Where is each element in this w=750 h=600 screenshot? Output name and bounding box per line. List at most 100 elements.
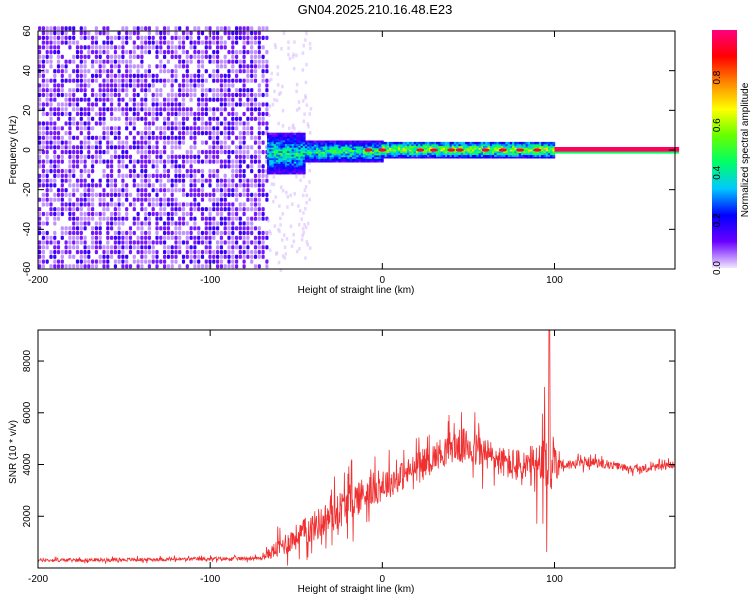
heatmap-cell <box>193 40 197 45</box>
heatmap-cell <box>280 154 284 157</box>
heatmap-cell <box>64 173 68 178</box>
heatmap-cell <box>87 50 91 55</box>
heatmap-cell <box>333 160 337 163</box>
heatmap-cell <box>147 107 151 112</box>
heatmap-cell <box>273 43 277 47</box>
heatmap-cell <box>516 145 520 148</box>
heatmap-cell <box>250 73 254 78</box>
heatmap-cell <box>657 147 666 150</box>
heatmap-cell <box>269 155 272 159</box>
heatmap-cell <box>140 83 144 88</box>
heatmap-cell <box>351 156 355 159</box>
heatmap-cell <box>41 140 45 145</box>
heatmap-cell <box>212 135 216 140</box>
heatmap-cell <box>189 164 193 169</box>
heatmap-cell <box>336 149 339 152</box>
heatmap-cell <box>166 226 170 231</box>
heatmap-cell <box>121 230 125 236</box>
heatmap-cell <box>235 116 239 121</box>
heatmap-cell <box>98 83 102 88</box>
heatmap-cell <box>494 145 497 148</box>
heatmap-cell <box>238 135 242 140</box>
heatmap-cell <box>45 192 49 197</box>
heatmap-cell <box>406 147 410 150</box>
heatmap-cell <box>536 141 540 145</box>
heatmap-cell <box>257 254 261 259</box>
heatmap-cell <box>516 150 520 154</box>
heatmap-cell <box>445 154 448 157</box>
heatmap-cell <box>445 143 448 147</box>
heatmap-cell <box>492 152 495 155</box>
heatmap-cell <box>227 131 231 136</box>
heatmap-cell <box>265 178 269 183</box>
heatmap-cell <box>64 92 68 98</box>
heatmap-cell <box>231 235 235 240</box>
heatmap-cell <box>588 147 597 150</box>
heatmap-cell <box>64 121 68 126</box>
heatmap-cell <box>309 149 313 152</box>
heatmap-cell <box>505 150 509 154</box>
heatmap-cell <box>293 134 297 137</box>
heatmap-cell <box>474 154 477 157</box>
heatmap-cell <box>117 73 121 78</box>
heatmap-cell <box>227 145 231 150</box>
heatmap-cell <box>489 152 493 155</box>
heatmap-cell <box>147 245 151 250</box>
heatmap-cell <box>261 188 265 193</box>
heatmap-cell <box>289 141 293 145</box>
heatmap-cell <box>178 145 182 150</box>
heatmap-cell <box>136 83 140 88</box>
heatmap-cell <box>98 259 102 264</box>
heatmap-cell <box>298 247 301 251</box>
heatmap-cell <box>532 152 536 155</box>
heatmap-cell <box>181 50 186 55</box>
heatmap-cell <box>400 147 403 150</box>
heatmap-cell <box>189 250 193 255</box>
heatmap-cell <box>316 144 319 147</box>
heatmap-cell <box>49 59 53 64</box>
heatmap-cell <box>298 168 302 171</box>
heatmap-cell <box>216 221 220 226</box>
heatmap-cell <box>329 158 333 161</box>
heatmap-cell <box>147 135 151 140</box>
heatmap-cell <box>345 145 348 149</box>
heatmap-cell <box>516 154 520 157</box>
heatmap-cell <box>257 45 261 50</box>
heatmap-cell <box>447 143 450 147</box>
heatmap-cell <box>487 150 491 154</box>
heatmap-cell <box>144 145 148 150</box>
heatmap-cell <box>235 121 239 126</box>
heatmap-cell <box>516 143 520 147</box>
heatmap-cell <box>360 158 364 161</box>
heatmap-cell <box>79 59 83 64</box>
heatmap-cell <box>420 145 424 148</box>
heatmap-cell <box>650 151 659 154</box>
heatmap-cell <box>246 102 250 107</box>
heatmap-cell <box>197 40 201 45</box>
heatmap-cell <box>75 221 80 226</box>
heatmap-cell <box>110 169 114 174</box>
heatmap-cell <box>462 145 466 148</box>
heatmap-cell <box>132 73 136 78</box>
heatmap-cell <box>541 143 544 147</box>
heatmap-cell <box>113 207 117 212</box>
heatmap-cell <box>311 151 315 154</box>
heatmap-cell <box>155 116 159 121</box>
heatmap-cell <box>200 240 205 245</box>
heatmap-cell <box>409 150 412 154</box>
heatmap-cell <box>507 143 511 147</box>
heatmap-cell <box>219 140 223 145</box>
heatmap-cell <box>253 92 258 98</box>
heatmap-cell <box>204 97 208 102</box>
heatmap-cell <box>106 69 110 74</box>
heatmap-cell <box>372 160 375 163</box>
heatmap-cell <box>507 152 511 155</box>
heatmap-cell <box>106 107 110 112</box>
heatmap-cell <box>193 254 197 259</box>
heatmap-cell <box>45 97 49 102</box>
heatmap-cell <box>400 154 403 157</box>
heatmap-cell <box>147 45 151 50</box>
heatmap-cell <box>238 102 242 107</box>
heatmap-cell <box>250 145 254 150</box>
